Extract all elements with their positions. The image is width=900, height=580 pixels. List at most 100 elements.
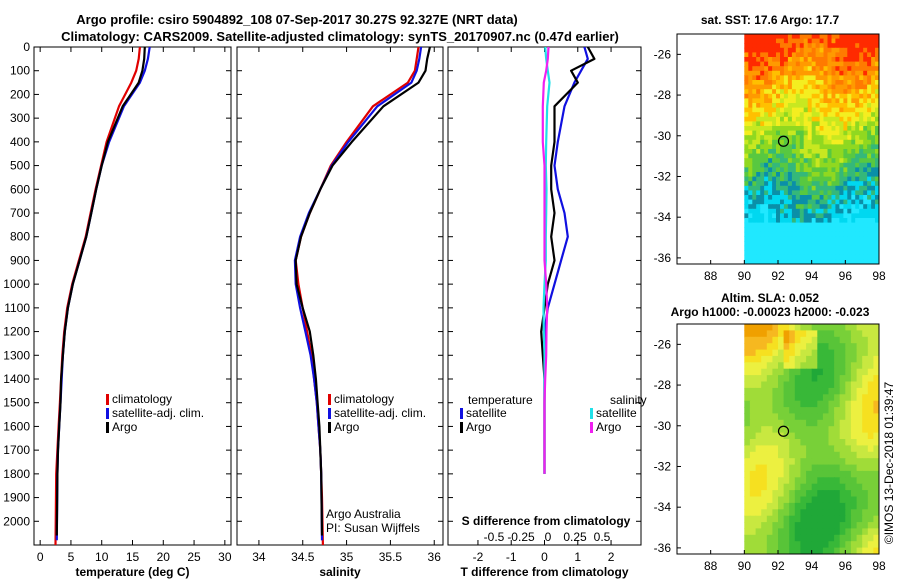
map-cell [760,52,765,58]
map-cell [752,227,757,233]
map-cell [839,236,844,242]
map-cell [822,509,830,517]
map-cell [875,135,879,141]
map-cell [856,368,863,376]
map-cell [755,509,762,517]
map-cell [867,93,872,99]
map-cell [845,426,852,434]
map-cell [755,470,762,478]
map-cell [756,130,761,136]
map-cell [859,259,864,264]
map-cell [863,103,868,109]
map-cell [835,195,840,201]
map-cell [859,61,864,67]
map-cell [815,162,821,168]
series-line-argo [294,47,431,536]
map-cell [811,222,817,228]
map-cell [783,236,789,242]
map-cell [749,381,757,389]
map-cell [811,43,817,49]
map-cell [778,419,785,427]
map-cell [776,158,781,164]
map-cell [778,464,785,472]
map-cell [795,126,801,132]
map-cell [806,445,813,453]
map-cell [764,245,769,251]
map-cell [862,419,869,427]
map-cell [772,204,777,210]
map-cell [873,432,879,440]
map-cell [823,218,829,224]
map-cell [787,236,793,242]
map-cell [800,343,807,351]
map-cell [794,522,801,530]
map-cell [783,112,789,118]
map-cell [851,176,856,182]
map-cell [768,126,773,132]
map-cell [772,181,777,187]
map-cell [835,84,840,90]
map-cell [845,439,852,446]
map-cell [839,149,844,155]
map-cell [772,528,779,536]
map-cell [847,254,852,260]
map-cell [766,349,773,357]
map-cell [806,368,813,376]
map-cell [749,432,757,440]
map-cell [875,162,879,168]
map-cell [755,534,762,542]
map-cell [795,222,801,228]
map-cell [755,502,762,510]
map-cell [744,84,749,90]
series-line-temperature-argo [540,47,596,474]
map-cell [800,375,807,383]
map-cell [803,57,809,63]
map-cell [867,153,872,159]
map-cell [764,139,769,145]
map-cell [776,84,781,90]
map-cell [855,80,860,86]
map-cell [752,158,757,164]
map-cell [795,43,801,49]
map-cell [855,135,860,141]
map-cell [780,172,785,178]
map-cell [789,407,796,415]
map-cell [783,439,790,446]
map-cell [764,162,769,168]
map-cell [823,103,829,109]
map-cell [815,153,821,159]
map-cell [791,190,797,196]
map-cell [845,362,852,370]
map-cell [811,181,817,187]
map-cell [845,336,852,344]
map-cell [831,259,837,264]
map-cell [772,218,777,224]
map-cell [780,245,785,251]
map-cell [831,199,837,205]
legend-label: Argo [334,420,360,434]
map-cell [789,522,796,530]
map-cell [834,330,841,338]
lat-tick-label: -30 [654,419,672,433]
map-cell [828,445,835,453]
map-cell [855,204,860,210]
map-cell [831,236,837,242]
map-cell [744,534,751,542]
map-cell [822,362,830,370]
map-cell [815,61,821,67]
map-cell [811,204,817,210]
map-cell [855,259,860,264]
map-cell [862,368,869,376]
map-cell [749,509,757,517]
map-cell [850,439,858,446]
map-cell [862,394,869,402]
map-cell [811,47,817,53]
map-cell [873,439,879,446]
map-cell [827,34,833,40]
map-cell [834,413,841,421]
map-cell [875,107,879,113]
map-cell [783,66,789,72]
map-cell [766,419,773,427]
map-cell [843,222,848,228]
map-cell [822,355,830,363]
